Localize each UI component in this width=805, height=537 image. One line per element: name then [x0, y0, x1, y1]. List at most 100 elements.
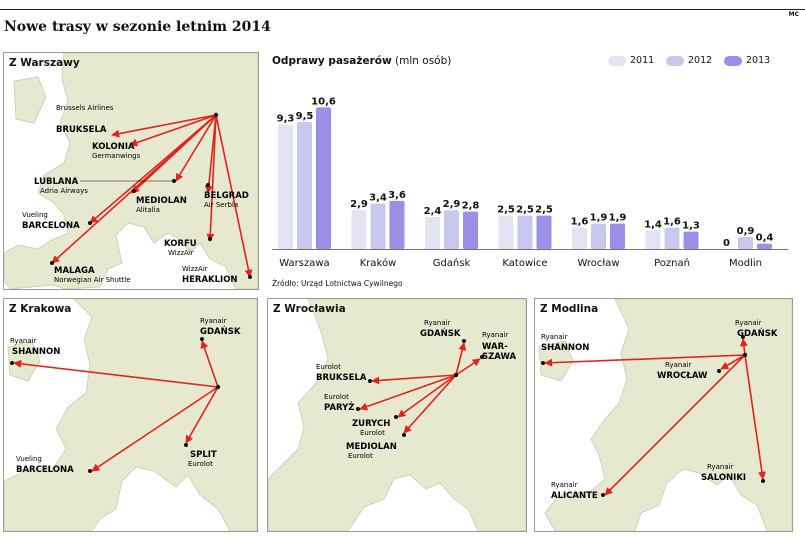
city-label: GDAŃSK — [737, 327, 778, 339]
airline-label: Ryanair — [424, 319, 451, 327]
page-title: Nowe trasy w sezonie letnim 2014 — [4, 19, 271, 35]
city-dot — [394, 415, 398, 419]
legend-item-2011: 2011 — [608, 55, 654, 66]
city-dot — [402, 433, 406, 437]
category-label: Gdańsk — [433, 257, 471, 269]
route-gdansk — [200, 340, 219, 388]
bar-value-label: 3,6 — [388, 190, 406, 201]
bar-warszawa-2013 — [316, 107, 331, 249]
route-alicante — [604, 354, 746, 496]
bar-katowice-2011 — [498, 215, 514, 249]
bar-value-label: 1,6 — [571, 217, 589, 228]
route-split — [185, 386, 219, 444]
bar-gdańsk-2011 — [425, 216, 440, 249]
city-label: BARCELONA — [22, 221, 80, 231]
route-shannon — [13, 359, 219, 388]
island-shape — [13, 76, 47, 124]
bar-value-label: 9,5 — [296, 111, 314, 122]
city-dot — [480, 355, 484, 359]
airline-label: Germanwings — [92, 152, 141, 160]
route-bruksela — [111, 114, 217, 138]
city-dot — [206, 183, 210, 187]
route-wroclaw — [720, 354, 746, 370]
category-label: Modlin — [729, 258, 762, 269]
city-label: SPLIT — [190, 450, 217, 460]
city-dot — [601, 493, 605, 497]
city-dot — [248, 275, 252, 279]
airline-label: Ryanair — [200, 317, 227, 325]
bar-poznań-2012 — [664, 227, 680, 249]
city-label: SALONIKI — [701, 473, 746, 483]
city-label: MALAGA — [54, 266, 95, 276]
bar-value-label: 0,9 — [737, 226, 755, 237]
airline-label: Norwegian Air Shuttle — [54, 276, 131, 284]
land-shape — [268, 299, 526, 531]
city-dot — [741, 335, 745, 339]
map-krakow: Ryanair SHANNON Ryanair GDAŃSK SPLIT Eur… — [4, 299, 257, 531]
city-label: ALICANTE — [551, 491, 598, 501]
bar-value-label: 0 — [723, 238, 730, 249]
city-dot — [368, 379, 372, 383]
bar-warszawa-2012 — [297, 122, 312, 249]
category-label: Warszawa — [279, 258, 329, 269]
bar-value-label: 2,5 — [516, 205, 534, 216]
source-note: Źródło: Urząd Lotnictwa Cywilnego — [272, 279, 403, 288]
legend-label: 2012 — [688, 55, 713, 66]
city-label: BELGRAD — [204, 191, 249, 201]
city-dot — [132, 189, 136, 193]
island-shape — [7, 340, 41, 382]
airline-label: Ryanair — [10, 337, 37, 345]
bar-katowice-2012 — [517, 215, 533, 249]
bar-wrocław-2013 — [610, 223, 625, 249]
city-label: MEDIOLAN — [346, 442, 397, 452]
airline-label: Brussels Airlines — [56, 104, 114, 112]
city-dot — [200, 337, 204, 341]
bar-value-label: 2,4 — [424, 206, 442, 217]
bar-value-label: 2,5 — [535, 205, 553, 216]
bar-value-label: 1,4 — [644, 219, 662, 230]
map-warszawa: Brussels Airlines BRUKSELA KOLONIA Germa… — [4, 53, 258, 289]
city-dot — [88, 469, 92, 473]
map-panel-krakow: Z Krakowa Ryanair SHANNON Ryanair GDAŃSK… — [3, 298, 258, 532]
legend-swatch — [608, 55, 626, 66]
route-zurych — [397, 374, 457, 418]
bar-wrocław-2012 — [591, 223, 606, 249]
route-gdansk — [455, 342, 467, 376]
land-shape — [544, 299, 792, 531]
bar-kraków-2011 — [351, 210, 367, 249]
route-bruksela — [371, 374, 457, 385]
bar-value-label: 1,3 — [682, 221, 700, 232]
airline-label: Eurolot — [348, 452, 373, 460]
city-label: BARCELONA — [16, 465, 74, 475]
city-dot — [462, 339, 466, 343]
bar-kraków-2012 — [370, 203, 386, 249]
bar-value-label: 1,9 — [590, 213, 608, 224]
bar-poznań-2013 — [683, 231, 699, 249]
legend-item-2013: 2013 — [724, 55, 770, 66]
category-label: Katowice — [502, 258, 547, 269]
airline-label: Vueling — [16, 455, 42, 463]
legend-label: 2011 — [630, 55, 655, 66]
city-dot — [172, 179, 176, 183]
city-label: WROCŁAW — [657, 371, 708, 381]
origin-dot — [215, 384, 221, 390]
airline-label: WizzAir — [168, 249, 194, 257]
route-korfu — [206, 114, 217, 242]
route-paryz — [359, 374, 457, 411]
chart-title-main: Odprawy pasażerów — [272, 55, 392, 67]
city-dot — [184, 443, 188, 447]
city-label: SZAWA — [482, 352, 516, 362]
top-rule — [0, 9, 805, 10]
category-label: Wrocław — [577, 258, 619, 269]
city-label: WAR- — [482, 342, 508, 352]
route-barcelona — [91, 386, 219, 472]
map-title: Z Wrocławia — [273, 303, 346, 315]
bar-katowice-2013 — [536, 215, 552, 249]
airline-label: Eurolot — [188, 460, 213, 468]
bar-warszawa-2011 — [278, 124, 293, 249]
route-warszawa — [455, 358, 481, 376]
city-dot — [761, 479, 765, 483]
bar-value-label: 2,9 — [350, 199, 368, 210]
city-label: SHANNON — [541, 343, 589, 353]
bar-value-label: 2,9 — [443, 199, 461, 210]
